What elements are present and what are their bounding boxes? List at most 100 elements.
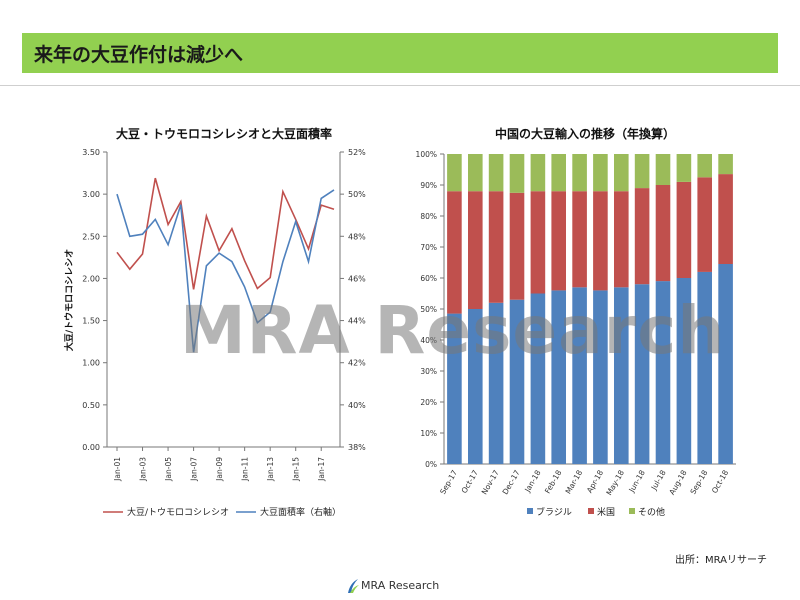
chart2-x-tick-label: Aug-18 — [667, 468, 688, 496]
chart2-legend-swatch — [527, 508, 533, 514]
chart2-y-tick-label: 10% — [420, 429, 437, 438]
chart1-y2-tick-label: 52% — [348, 148, 366, 157]
chart2-bar-segment — [593, 191, 608, 291]
chart2-bar-segment — [551, 191, 566, 291]
chart2-legend-label: 米国 — [597, 506, 615, 518]
chart2-bar-segment — [655, 281, 671, 464]
source-note: 出所：MRAリサーチ — [675, 555, 768, 566]
chart1-x-tick-label: Jan-09 — [215, 457, 224, 482]
chart1-y-tick-label: 0.00 — [82, 443, 100, 452]
chart1-y2-tick-label: 50% — [348, 190, 366, 199]
chart1-x-tick-label: Jan-15 — [292, 457, 301, 482]
chart2-bar-segment — [488, 191, 504, 303]
chart2-x-tick-label: Mar-18 — [564, 468, 585, 495]
chart1-y-tick-label: 2.00 — [82, 274, 100, 283]
chart2-bar-segment — [697, 177, 712, 272]
chart1-x-tick-label: Jan-17 — [317, 457, 326, 482]
chart2-bar-segment — [447, 191, 462, 314]
chart1-x-tick-label: Jan-13 — [266, 457, 275, 482]
chart2-y-tick-label: 20% — [420, 398, 437, 407]
chart2-bar-segment — [614, 191, 629, 288]
chart1-legend-label: 大豆面積率（右軸） — [260, 506, 341, 518]
chart2-bar-segment — [655, 185, 671, 282]
chart2-y-tick-label: 40% — [420, 336, 437, 345]
chart2-x-tick-label: Feb-18 — [543, 468, 564, 495]
chart2-bar-segment — [593, 290, 608, 464]
logo-swoosh-icon — [348, 579, 359, 593]
chart2-y-tick-label: 30% — [420, 367, 437, 376]
chart2-bar-segment — [718, 174, 733, 264]
chart1-y-tick-label: 1.50 — [82, 317, 100, 326]
chart2-x-tick-label: Dec-17 — [501, 468, 522, 496]
chart2-bar-segment — [530, 293, 546, 464]
chart1-y-tick-label: 3.50 — [82, 148, 100, 157]
chart1-x-tick-label: Jan-01 — [113, 457, 122, 482]
chart2-y-tick-label: 80% — [420, 212, 437, 221]
chart2-bar-segment — [468, 309, 483, 464]
chart2-y-tick-label: 100% — [416, 150, 437, 159]
chart2-bar-segment — [530, 191, 546, 294]
chart2-x-tick-label: Jun-18 — [627, 468, 647, 494]
chart2-legend-swatch — [588, 508, 594, 514]
chart2-y-tick-label: 70% — [420, 243, 437, 252]
chart2-x-tick-label: May-18 — [604, 468, 626, 497]
chart2-x-tick-label: Oct-18 — [710, 468, 731, 495]
chart1-title: 大豆・トウモロコシレシオと大豆面積率 — [116, 126, 332, 141]
chart1-y2-tick-label: 42% — [348, 359, 366, 368]
chart2-bar-segment — [551, 290, 566, 464]
chart2-y-tick-label: 60% — [420, 274, 437, 283]
company-logo: MRA Research — [346, 576, 456, 596]
chart1-y-tick-label: 1.00 — [82, 359, 100, 368]
chart1-legend-label: 大豆/トウモロコシレシオ — [127, 506, 229, 518]
chart1-series-line — [116, 189, 335, 353]
chart1-y-tick-label: 3.00 — [82, 190, 100, 199]
chart1-y2-tick-label: 40% — [348, 401, 366, 410]
chart2-bar-segment — [572, 154, 587, 192]
chart2-bar-segment — [488, 154, 504, 192]
chart2-bar-segment — [447, 313, 462, 464]
chart1-y-axis-label: 大豆/トウモロコシレシオ — [63, 249, 75, 351]
chart2-bar-segment — [655, 154, 671, 185]
header-divider — [0, 85, 800, 86]
chart2-bar-segment — [468, 191, 483, 309]
chart2-bar-segment — [530, 154, 546, 192]
title-banner: 来年の大豆作付は減少へ — [22, 33, 778, 73]
chart2-bar-segment — [718, 264, 733, 464]
chart2-bar-segment — [488, 302, 504, 464]
chart2-legend-label: その他 — [638, 506, 665, 518]
chart2-bar-segment — [593, 154, 608, 192]
chart2-bar-segment — [468, 154, 483, 192]
chart2-x-tick-label: Oct-17 — [460, 468, 481, 495]
chart1-series-line — [116, 177, 335, 290]
chart2-bar-segment — [718, 154, 733, 175]
chart2-legend-swatch — [629, 508, 635, 514]
chart2-bar-segment — [697, 271, 712, 464]
chart2-bar-segment — [614, 287, 629, 464]
chart2-bar-segment — [676, 154, 692, 182]
chart2-bar-segment — [572, 287, 587, 464]
chart2-bar-segment — [634, 154, 650, 189]
chart2-x-tick-label: Nov-17 — [480, 468, 501, 496]
chart1-y2-tick-label: 48% — [348, 232, 366, 241]
chart1-y2-tick-label: 44% — [348, 317, 366, 326]
chart1-y2-tick-label: 38% — [348, 443, 366, 452]
chart2-bar-segment — [697, 154, 712, 178]
chart1-x-tick-label: Jan-07 — [190, 457, 199, 482]
chart2-title: 中国の大豆輸入の推移（年換算） — [495, 126, 675, 141]
chart2-bar-segment — [676, 278, 692, 464]
chart2-bar-segment — [551, 154, 566, 192]
chart2-x-tick-label: Sep-18 — [688, 468, 709, 496]
chart2-bar-segment — [634, 188, 650, 285]
chart2-bar-segment — [509, 154, 525, 193]
chart2-bar-segment — [447, 154, 462, 192]
chart2-x-tick-label: Jul-18 — [649, 468, 668, 492]
chart2-y-tick-label: 50% — [420, 305, 437, 314]
chart2-bar-segment — [634, 284, 650, 464]
chart2-x-tick-label: Apr-18 — [585, 468, 605, 494]
chart2-bar-segment — [614, 154, 629, 192]
chart1-y-tick-label: 2.50 — [82, 232, 100, 241]
chart2-y-tick-label: 90% — [420, 181, 437, 190]
chart2-bar-segment — [676, 181, 692, 278]
chart1-x-tick-label: Jan-11 — [241, 457, 250, 482]
